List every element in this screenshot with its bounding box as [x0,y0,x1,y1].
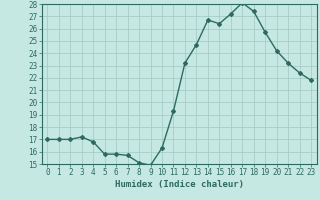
X-axis label: Humidex (Indice chaleur): Humidex (Indice chaleur) [115,180,244,189]
